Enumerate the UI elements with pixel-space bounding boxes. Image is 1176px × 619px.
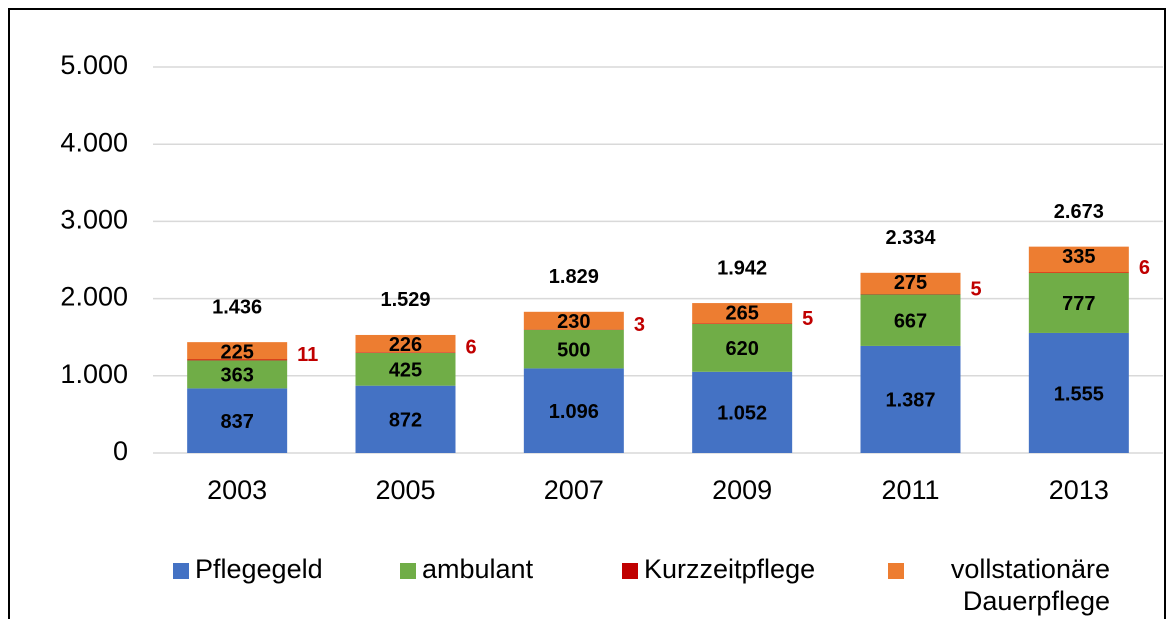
data-label: 275 — [894, 272, 927, 294]
x-tick-label: 2005 — [375, 475, 435, 505]
bar-segment — [1028, 246, 1129, 273]
data-label: 6 — [466, 337, 477, 359]
legend-swatch — [622, 563, 638, 579]
frame — [8, 8, 1166, 619]
x-tick-label: 2013 — [1049, 475, 1109, 505]
bar-segment — [692, 323, 793, 372]
bar-segment — [355, 334, 456, 353]
x-tick-label: 2009 — [712, 475, 772, 505]
y-tick-label: 4.000 — [60, 127, 128, 157]
total-label: 2.334 — [885, 227, 936, 249]
data-label: 225 — [220, 341, 253, 363]
bar-segment — [187, 360, 288, 389]
legend-item: Kurzzeitpflege — [622, 553, 815, 585]
total-label: 1.942 — [717, 257, 767, 279]
bar-segment — [692, 371, 793, 453]
legend-label: vollstationäre Dauerpflege — [950, 554, 1110, 616]
bar-segment — [187, 342, 288, 360]
x-tick-label: 2003 — [207, 475, 267, 505]
bar-segment — [355, 385, 456, 453]
bar-segment — [187, 388, 288, 453]
data-label: 363 — [220, 365, 253, 387]
total-label: 1.436 — [212, 296, 262, 318]
data-label: 872 — [389, 410, 422, 432]
bar-segment — [860, 272, 961, 295]
y-tick-label: 3.000 — [60, 205, 128, 235]
x-tick-label: 2011 — [881, 475, 939, 505]
legend-item: Pflegegeld — [173, 553, 323, 585]
data-label: 1.096 — [549, 401, 599, 423]
y-tick-label: 1.000 — [60, 359, 128, 389]
legend-item: ambulant — [400, 553, 533, 585]
bar-segment — [692, 303, 793, 324]
data-label: 6 — [1139, 257, 1150, 279]
total-label: 1.829 — [549, 266, 599, 288]
legend-label: ambulant — [422, 554, 534, 584]
data-label: 1.387 — [885, 390, 935, 412]
data-label: 620 — [725, 338, 758, 360]
data-label: 5 — [802, 308, 813, 330]
legend-label: Kurzzeitpflege — [644, 554, 816, 584]
bar-segment — [860, 345, 961, 453]
legend-item: vollstationäre Dauerpflege — [888, 553, 1110, 617]
bar-segment — [523, 329, 624, 369]
data-label: 837 — [220, 411, 253, 433]
x-tick-label: 2007 — [544, 475, 604, 505]
total-label: 2.673 — [1054, 201, 1104, 223]
data-label: 667 — [894, 310, 927, 332]
bar-segment — [523, 311, 624, 330]
data-label: 1.052 — [717, 403, 767, 425]
data-label: 226 — [389, 334, 422, 356]
data-label: 230 — [557, 311, 590, 333]
bar-segment — [860, 294, 961, 346]
data-label: 5 — [971, 278, 982, 300]
bar-segment — [355, 352, 456, 386]
y-tick-label: 5.000 — [60, 50, 128, 80]
bar-segment — [523, 368, 624, 453]
data-label: 265 — [725, 302, 758, 324]
bar-segment — [1028, 332, 1129, 453]
data-label: 11 — [297, 344, 318, 366]
data-label: 500 — [557, 339, 590, 361]
data-label: 1.555 — [1054, 383, 1104, 405]
legend-swatch — [888, 563, 904, 579]
legend-swatch — [173, 563, 189, 579]
legend-label: Pflegegeld — [195, 554, 323, 584]
y-tick-label: 0 — [113, 436, 128, 466]
data-label: 777 — [1062, 293, 1095, 315]
bar-segment — [187, 359, 288, 361]
total-label: 1.529 — [380, 289, 430, 311]
data-label: 3 — [634, 314, 645, 336]
data-label: 425 — [389, 360, 422, 382]
legend: Pflegegeld ambulant Kurzzeitpflege vollstat… — [0, 553, 1176, 619]
data-label: 335 — [1062, 246, 1095, 268]
legend-swatch — [400, 563, 416, 579]
bar-segment — [1028, 272, 1129, 333]
y-tick-label: 2.000 — [60, 282, 128, 312]
